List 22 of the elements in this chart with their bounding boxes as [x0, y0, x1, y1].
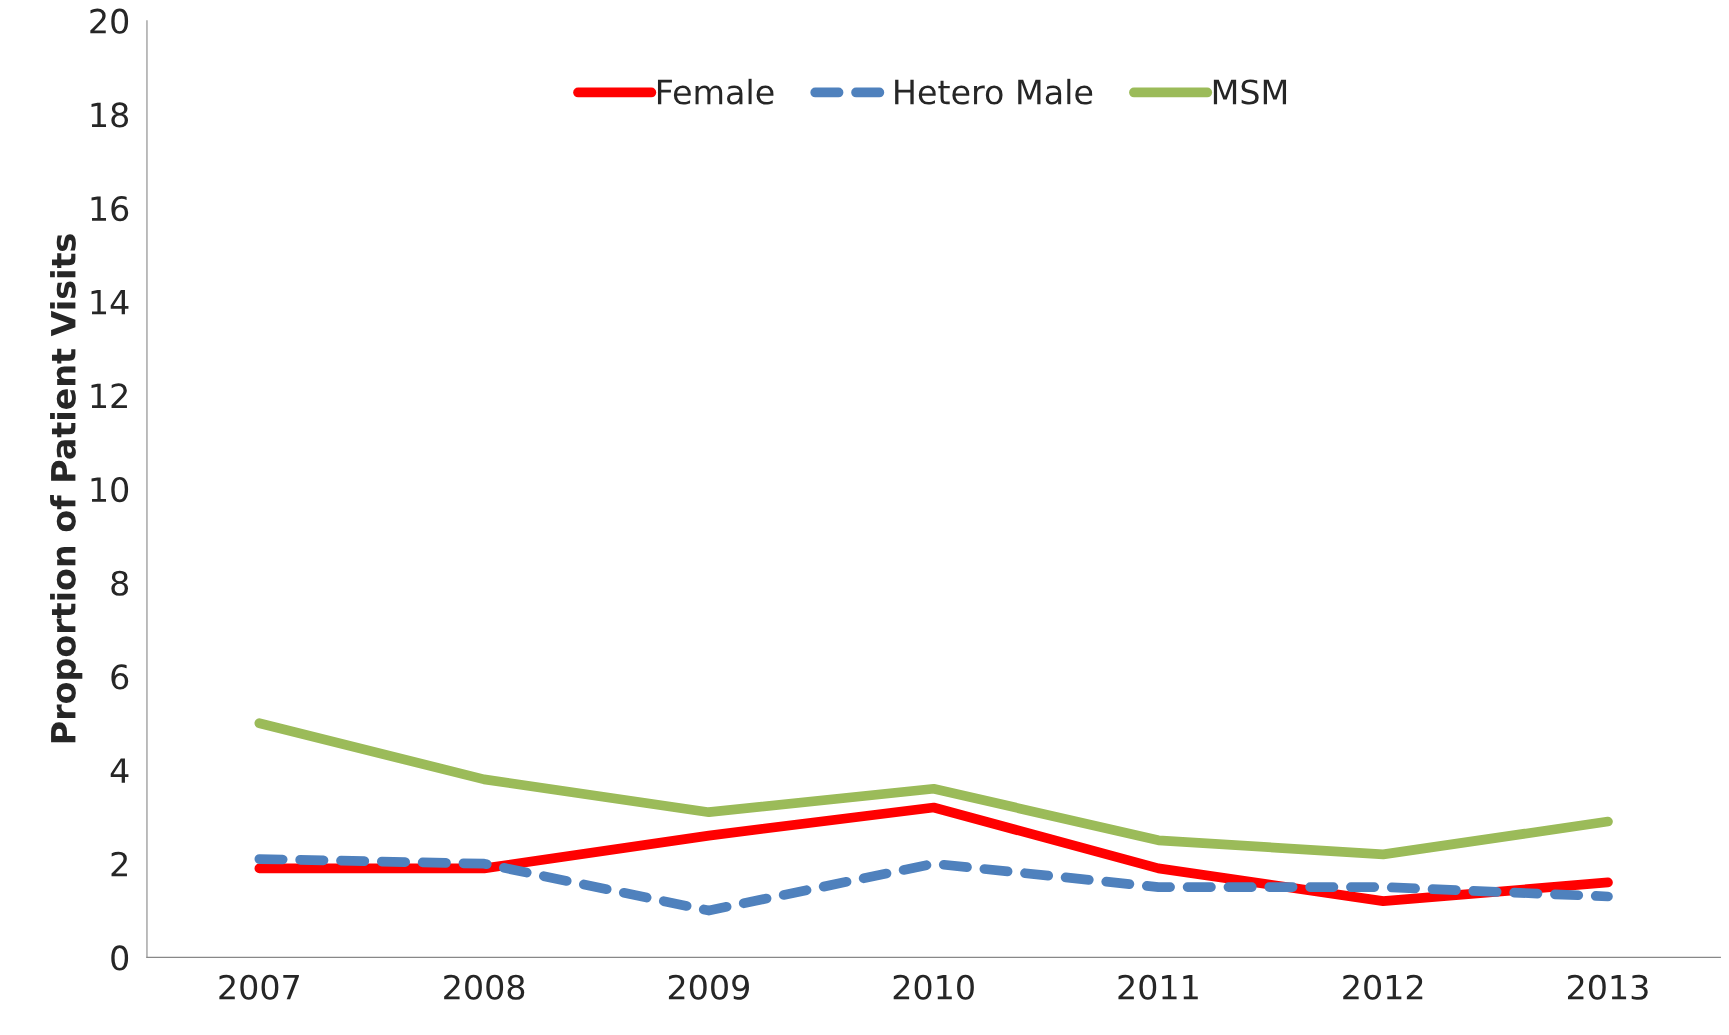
legend-label: MSM: [1213, 79, 1287, 105]
y-tick-label: 2: [111, 851, 127, 877]
y-axis-title: Proportion of Patient Visits: [50, 234, 83, 743]
y-tick-label: 20: [90, 8, 129, 34]
y-tick-label: 12: [91, 383, 127, 409]
y-tick-label: 4: [110, 758, 129, 783]
y-tick-label: 16: [91, 195, 129, 222]
x-tick-label: 2011: [1118, 974, 1198, 1000]
x-tick-label: 2012: [1343, 974, 1423, 1000]
y-tick-label: 6: [111, 664, 129, 690]
y-tick-label: 0: [111, 945, 129, 971]
x-tick-label: 2008: [444, 974, 525, 1000]
y-tick-label: 8: [111, 570, 129, 596]
x-tick-label: 2010: [893, 974, 974, 1000]
x-tick-label: 2007: [219, 974, 299, 1000]
legend-label: Hetero Male: [895, 78, 1093, 105]
x-tick-label: 2013: [1568, 974, 1648, 1000]
legend-label: Female: [657, 78, 774, 105]
y-tick-label: 18: [91, 102, 129, 128]
y-tick-label: 14: [91, 290, 129, 315]
y-tick-label: 10: [91, 476, 129, 503]
x-tick-label: 2009: [668, 974, 749, 1000]
